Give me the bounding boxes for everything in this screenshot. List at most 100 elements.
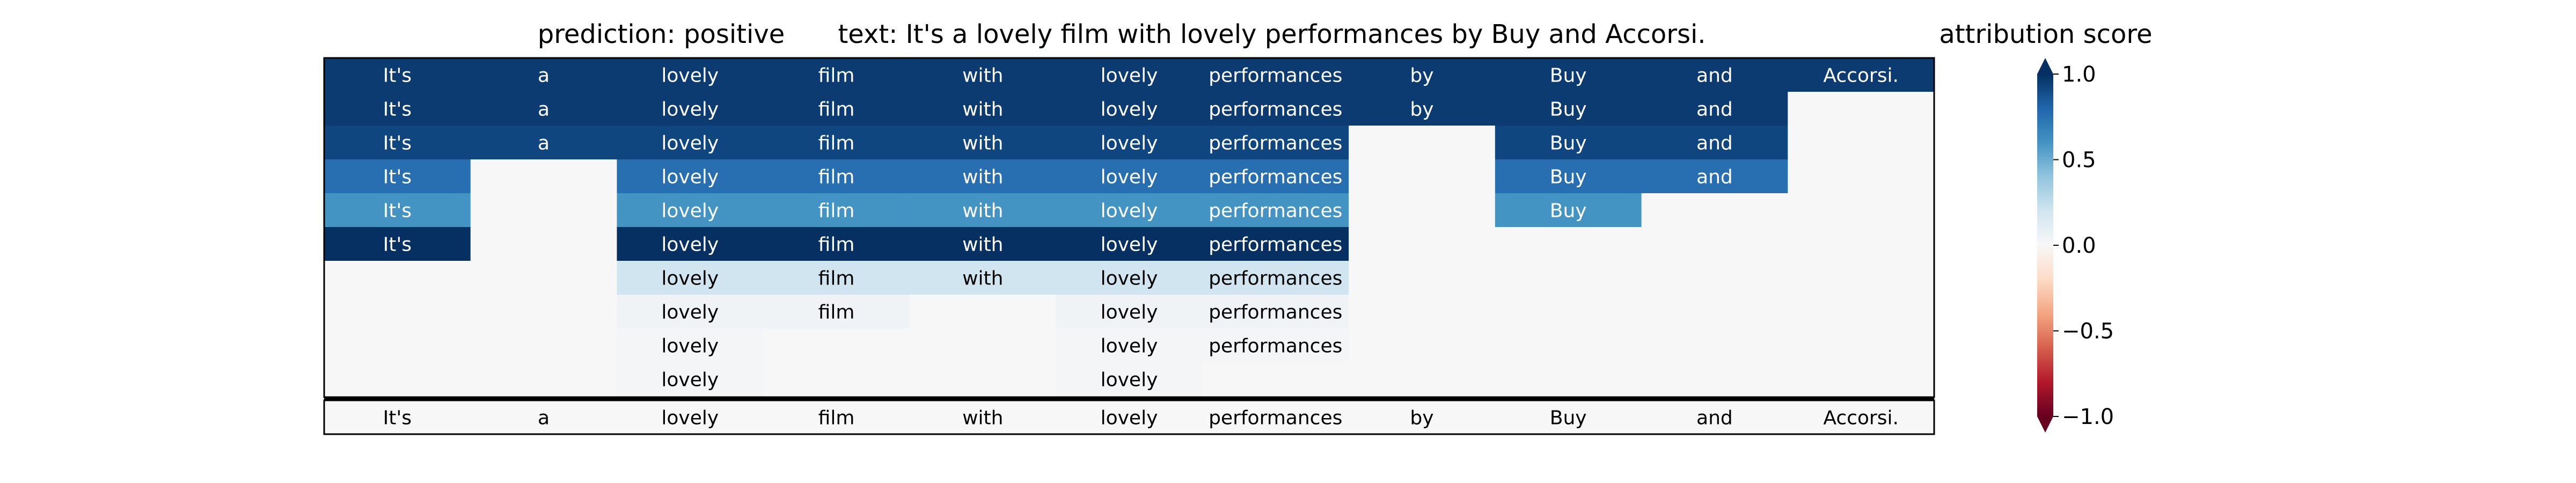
heatmap-cell-label: and [1696,65,1733,87]
heatmap-cell [324,295,471,329]
token-label: a [538,407,550,429]
heatmap-cell [763,126,910,160]
heatmap-cell-label: and [1696,133,1733,155]
heatmap-cell [617,227,764,261]
heatmap-cell [617,193,764,228]
colorbar-top-arrow [2037,58,2053,74]
heatmap-cell-label: Buy [1550,99,1587,121]
heatmap-labels: It's a lovely film with lovely performances by B… [383,65,1899,391]
token-row-background [324,400,1934,434]
heatmap-cell [324,126,471,160]
heatmap-cell-label: lovely [1101,268,1158,290]
heatmap-cell-label: film [818,268,855,290]
heatmap-cell [1056,193,1203,228]
heatmap-cell [470,227,618,261]
heatmap-cell [1641,58,1788,92]
colorbar-ticks: 1.0 0.5 0.0 −0.5 −1.0 [2053,62,2114,429]
heatmap-cell [324,227,471,261]
heatmap-cells [324,58,1935,397]
heatmap-cell-label: lovely [1101,166,1158,188]
heatmap-cell [1349,227,1496,261]
heatmap-cell [1056,261,1203,295]
heatmap-cell-label: lovely [661,200,719,222]
heatmap-cell-label: It's [383,234,412,256]
heatmap-cell-label: with [962,65,1003,87]
heatmap-cell-label: lovely [1101,133,1158,155]
heatmap-cell [909,159,1057,194]
heatmap-cell-label: lovely [661,302,719,324]
heatmap-cell [1641,328,1788,363]
colorbar-tick-label: −1.0 [2062,405,2114,429]
heatmap-cell [1495,126,1642,160]
heatmap-cell [470,295,618,329]
heatmap-cell-label: Buy [1550,200,1587,222]
original-token-row: It's a lovely film with lovely performances by B… [324,400,1934,434]
heatmap-cell [1056,92,1203,126]
heatmap-cell [617,261,764,295]
heatmap-cell [1349,295,1496,329]
heatmap-cell [1495,159,1642,194]
colorbar-tick-label: 0.0 [2062,233,2096,258]
heatmap-cell-label: with [962,133,1003,155]
heatmap-cell [1788,362,1935,397]
heatmap-cell-label: lovely [1101,65,1158,87]
heatmap-cell [763,193,910,228]
heatmap-cell-label: with [962,200,1003,222]
heatmap-cell [324,362,471,397]
heatmap-cell [324,92,471,126]
heatmap-cell [763,328,910,363]
heatmap-cell [763,362,910,397]
heatmap-cell [1641,261,1788,295]
heatmap-cell [909,328,1057,363]
heatmap-cell-label: by [1410,99,1433,121]
heatmap-cell-label: lovely [661,166,719,188]
heatmap-cell-label: by [1410,65,1433,87]
heatmap-cell-label: It's [383,65,412,87]
heatmap-cell [1349,58,1496,92]
heatmap-cell-label: film [818,302,855,324]
heatmap-cell-label: with [962,166,1003,188]
heatmap-cell [1349,126,1496,160]
heatmap-cell [470,58,618,92]
heatmap-cell-label: and [1696,99,1733,121]
token-label: Accorsi. [1823,407,1899,429]
heatmap-cell-label: performances [1209,268,1342,290]
heatmap-cell-label: Buy [1550,166,1587,188]
heatmap-cell [909,58,1057,92]
heatmap-cell-label: It's [383,166,412,188]
heatmap-cell [1641,92,1788,126]
heatmap-cell [1056,126,1203,160]
heatmap-cell [909,92,1057,126]
heatmap-cell [1349,159,1496,194]
heatmap-cell [470,92,618,126]
heatmap-cell-label: film [818,65,855,87]
heatmap-cell-label: lovely [661,268,719,290]
colorbar-tick-label: 1.0 [2062,62,2096,87]
token-label: with [962,407,1003,429]
heatmap-cell [1788,92,1935,126]
heatmap-cell [1202,193,1349,228]
heatmap-cell-label: Accorsi. [1823,65,1899,87]
heatmap-cell [1495,58,1642,92]
heatmap-cell [1641,362,1788,397]
heatmap-cell [470,193,618,228]
heatmap-cell-label: Buy [1550,133,1587,155]
heatmap-cell [1202,328,1349,363]
colorbar: attribution score 1.0 0.5 0.0 −0.5 −1.0 [1939,19,2153,433]
heatmap-cell [909,227,1057,261]
heatmap-cell [324,261,471,295]
heatmap-cell-label: film [818,99,855,121]
heatmap-cell [1495,295,1642,329]
token-label: lovely [661,407,719,429]
heatmap-cell-label: film [818,200,855,222]
heatmap-cell [324,193,471,228]
heatmap-cell [763,227,910,261]
token-label: by [1410,407,1433,429]
heatmap-cell [617,362,764,397]
heatmap-cell [1788,193,1935,228]
heatmap-cell-label: performances [1209,302,1342,324]
heatmap-cell [617,159,764,194]
text-title: text: It's a lovely film with lovely per… [838,19,1706,49]
heatmap-cell [1495,261,1642,295]
